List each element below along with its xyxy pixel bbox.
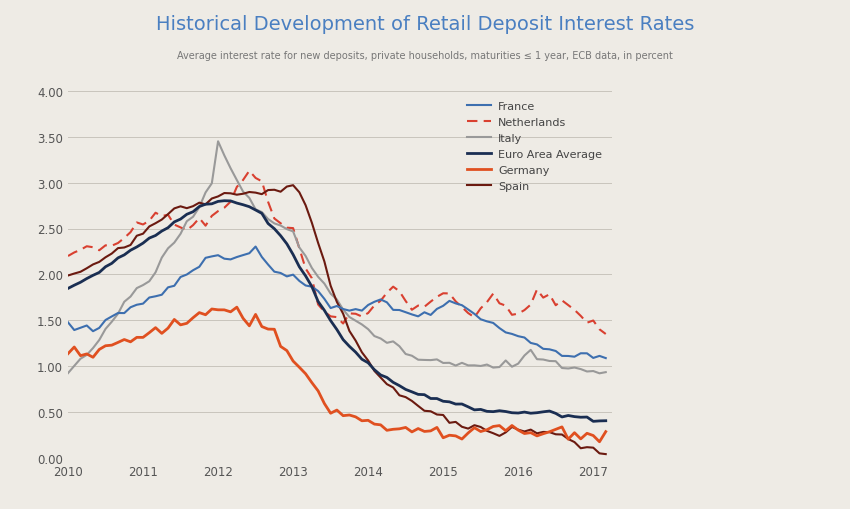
France <box>338 306 348 313</box>
France <box>294 278 304 285</box>
Germany <box>232 304 242 310</box>
France <box>150 294 161 300</box>
Netherlands <box>150 210 161 216</box>
France <box>63 320 73 326</box>
Spain <box>338 311 348 317</box>
Netherlands <box>63 253 73 260</box>
Italy <box>63 371 73 377</box>
Netherlands <box>244 168 254 175</box>
Netherlands <box>338 321 348 327</box>
Spain <box>182 206 192 212</box>
Euro Area Average <box>294 264 304 270</box>
Italy <box>601 370 611 376</box>
Spain <box>63 273 73 279</box>
France <box>219 256 230 262</box>
Italy <box>225 166 235 172</box>
Line: Euro Area Average: Euro Area Average <box>68 202 606 421</box>
Euro Area Average <box>601 418 611 424</box>
Text: Historical Development of Retail Deposit Interest Rates: Historical Development of Retail Deposit… <box>156 15 694 34</box>
Italy <box>150 270 161 276</box>
Spain <box>294 190 304 196</box>
Italy <box>338 307 348 313</box>
Germany <box>294 364 304 371</box>
Line: Germany: Germany <box>68 307 606 442</box>
Netherlands <box>507 312 517 318</box>
Italy <box>213 139 224 145</box>
Netherlands <box>601 331 611 337</box>
Line: Spain: Spain <box>68 186 606 454</box>
Germany <box>338 413 348 419</box>
France <box>601 355 611 361</box>
Germany <box>507 422 517 429</box>
Germany <box>601 429 611 435</box>
Euro Area Average <box>507 410 517 416</box>
Germany <box>182 321 192 327</box>
Netherlands <box>182 228 192 234</box>
Spain <box>507 424 517 430</box>
Italy <box>182 219 192 225</box>
Netherlands <box>294 246 304 252</box>
Euro Area Average <box>588 418 598 425</box>
Euro Area Average <box>225 199 235 205</box>
Euro Area Average <box>338 337 348 343</box>
France <box>507 331 517 337</box>
Euro Area Average <box>150 233 161 239</box>
Line: Netherlands: Netherlands <box>68 172 606 334</box>
Euro Area Average <box>182 212 192 218</box>
Germany <box>150 325 161 331</box>
Spain <box>219 190 230 196</box>
Legend: France, Netherlands, Italy, Euro Area Average, Germany, Spain: France, Netherlands, Italy, Euro Area Av… <box>462 97 606 196</box>
Italy <box>507 364 517 370</box>
Spain <box>601 451 611 457</box>
France <box>251 244 261 250</box>
Germany <box>63 351 73 357</box>
Euro Area Average <box>219 199 230 205</box>
Line: France: France <box>68 247 606 358</box>
Text: Average interest rate for new deposits, private households, maturities ≤ 1 year,: Average interest rate for new deposits, … <box>177 51 673 61</box>
Spain <box>288 183 298 189</box>
Netherlands <box>219 205 230 211</box>
Line: Italy: Italy <box>68 142 606 374</box>
Germany <box>219 307 230 314</box>
Germany <box>594 439 604 445</box>
Spain <box>150 221 161 227</box>
France <box>182 272 192 278</box>
Italy <box>294 245 304 251</box>
Italy <box>594 371 604 377</box>
Euro Area Average <box>63 286 73 292</box>
